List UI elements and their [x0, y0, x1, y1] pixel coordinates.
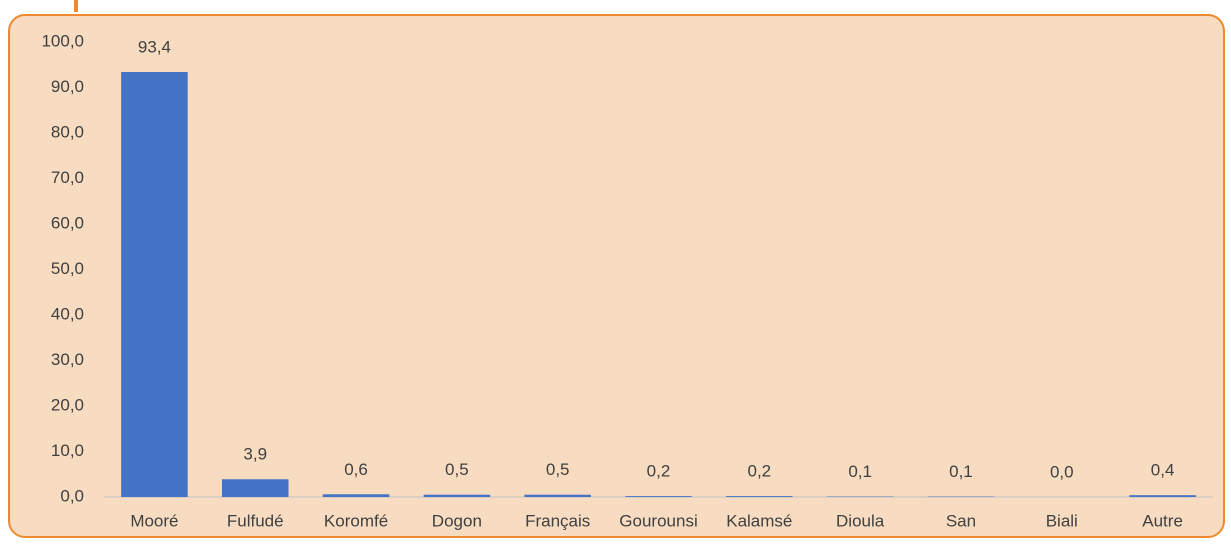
bar [323, 494, 390, 497]
value-label: 0,2 [747, 462, 771, 481]
y-tick-label: 100,0 [41, 31, 84, 50]
x-tick-label: Fulfudé [227, 511, 284, 530]
x-tick-label: Biali [1046, 511, 1078, 530]
bar [121, 72, 188, 497]
bar [524, 495, 591, 497]
value-label: 93,4 [138, 38, 171, 57]
x-tick-label: Mooré [130, 511, 178, 530]
y-tick-label: 70,0 [51, 168, 84, 187]
value-label: 0,0 [1050, 462, 1074, 481]
x-tick-label: Kalamsé [726, 511, 792, 530]
y-tick-label: 0,0 [60, 486, 84, 505]
y-tick-label: 80,0 [51, 122, 84, 141]
x-tick-label: Gourounsi [619, 511, 697, 530]
x-tick-label: Koromfé [324, 511, 388, 530]
value-label: 0,2 [647, 462, 671, 481]
bar [625, 496, 692, 497]
value-label: 0,1 [949, 462, 973, 481]
x-tick-label: San [946, 511, 976, 530]
decor-mark [74, 0, 78, 12]
bar [222, 479, 289, 497]
y-tick-label: 40,0 [51, 304, 84, 323]
value-label: 0,4 [1151, 461, 1175, 480]
y-tick-label: 20,0 [51, 395, 84, 414]
value-label: 3,9 [243, 445, 267, 464]
bar [726, 496, 793, 497]
x-tick-label: Dogon [432, 511, 482, 530]
x-tick-label: Dioula [836, 511, 885, 530]
y-tick-label: 30,0 [51, 350, 84, 369]
y-tick-label: 10,0 [51, 441, 84, 460]
y-tick-label: 60,0 [51, 213, 84, 232]
value-label: 0,6 [344, 460, 368, 479]
y-tick-label: 90,0 [51, 77, 84, 96]
y-tick-label: 50,0 [51, 259, 84, 278]
x-tick-label: Français [525, 511, 590, 530]
bar [1129, 495, 1196, 497]
panel [9, 15, 1224, 537]
value-label: 0,1 [848, 462, 872, 481]
x-tick-label: Autre [1142, 511, 1183, 530]
value-label: 0,5 [546, 460, 570, 479]
value-label: 0,5 [445, 460, 469, 479]
bar [424, 495, 491, 497]
